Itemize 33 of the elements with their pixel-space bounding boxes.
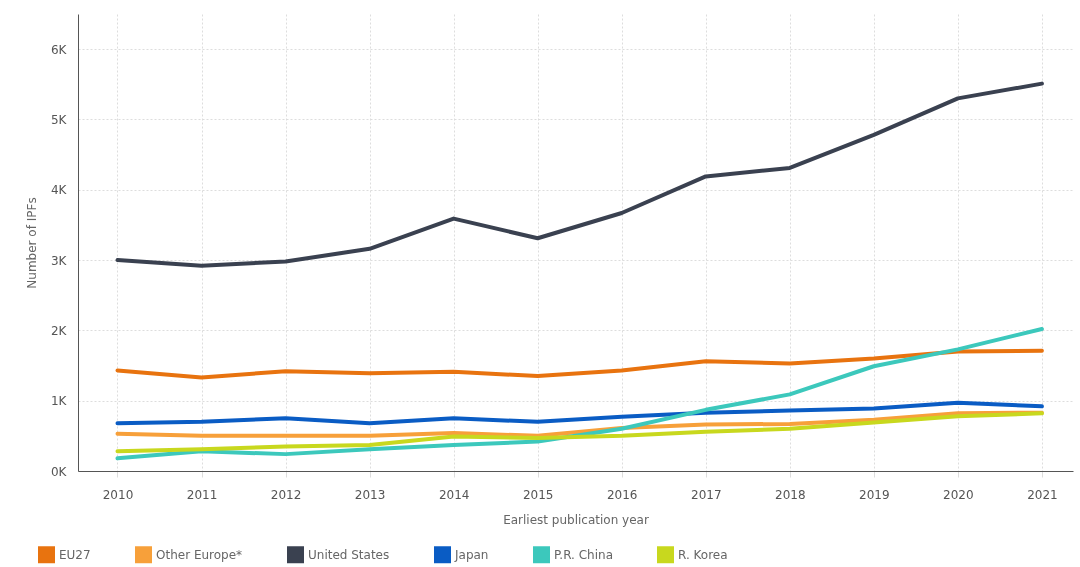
x-tick-label: 2019 <box>859 487 890 502</box>
legend-label: Other Europe* <box>156 547 243 562</box>
x-tick-label: 2012 <box>270 487 302 502</box>
line-series <box>115 326 1044 461</box>
x-tick-label: 2013 <box>354 487 386 502</box>
x-tick-label: 2018 <box>775 487 806 502</box>
x-tick-label: 2010 <box>102 487 134 502</box>
x-axis-title: Earliest publication year <box>503 512 649 527</box>
x-tick-label: 2017 <box>690 487 722 502</box>
line-series <box>115 348 1044 380</box>
y-tick-label: 4K <box>50 183 68 198</box>
legend-label: P.R. China <box>554 547 613 562</box>
line-series <box>115 411 1044 454</box>
y-tick-label: 1K <box>50 394 68 409</box>
x-tick-label: 2011 <box>186 487 218 502</box>
legend-label: Japan <box>454 547 489 562</box>
line-series <box>115 400 1044 426</box>
legend-label: R. Korea <box>678 547 728 562</box>
y-tick-label: 3K <box>50 253 68 268</box>
line-series <box>115 81 1044 268</box>
x-tick-label: 2014 <box>438 487 470 502</box>
y-axis-title: Number of IPFs <box>25 197 39 289</box>
x-tick-label: 2016 <box>606 487 638 502</box>
y-tick-label: 6K <box>50 42 68 57</box>
x-tick-label: 2015 <box>522 487 554 502</box>
x-tick-label: 2021 <box>1027 487 1058 502</box>
legend-label: United States <box>308 547 390 562</box>
legend-label: EU27 <box>59 547 91 562</box>
line-series <box>115 410 1044 438</box>
y-tick-label: 5K <box>50 112 68 127</box>
x-tick-label: 2020 <box>943 487 974 502</box>
y-tick-label: 0K <box>50 464 68 479</box>
y-tick-label: 2K <box>50 323 68 338</box>
